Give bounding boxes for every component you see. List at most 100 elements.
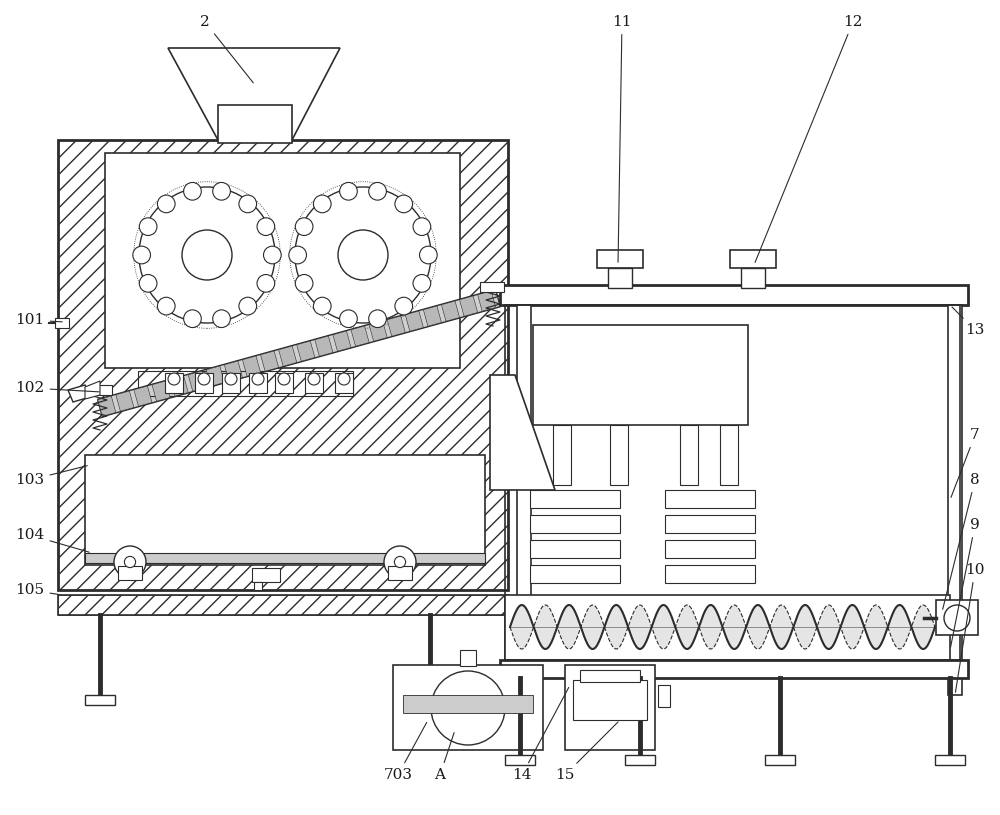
Bar	[936, 600, 978, 635]
Circle shape	[338, 373, 350, 385]
Circle shape	[157, 297, 175, 315]
Bar	[58, 595, 508, 615]
Bar	[393, 665, 543, 750]
Circle shape	[384, 546, 416, 578]
Circle shape	[252, 373, 264, 385]
Bar	[553, 425, 571, 485]
Polygon shape	[85, 381, 100, 399]
Circle shape	[313, 195, 331, 213]
Bar	[680, 425, 698, 485]
Bar	[741, 268, 765, 288]
Bar	[55, 318, 69, 328]
Polygon shape	[699, 605, 746, 649]
Circle shape	[338, 230, 388, 280]
Text: 2: 2	[200, 15, 253, 83]
Text: 7: 7	[951, 428, 980, 497]
Bar	[460, 650, 476, 666]
Bar	[415, 695, 445, 705]
Polygon shape	[279, 346, 297, 366]
Polygon shape	[315, 336, 333, 356]
Bar	[480, 282, 504, 292]
Polygon shape	[888, 605, 935, 649]
Polygon shape	[168, 48, 340, 140]
Circle shape	[278, 373, 290, 385]
Bar	[500, 285, 968, 305]
Polygon shape	[188, 371, 206, 391]
Bar	[165, 373, 183, 393]
Text: 104: 104	[15, 528, 89, 553]
Bar	[249, 373, 267, 393]
Bar	[530, 515, 620, 533]
Polygon shape	[170, 376, 188, 396]
Bar	[658, 685, 670, 707]
Polygon shape	[224, 361, 242, 381]
Bar	[505, 755, 535, 765]
Polygon shape	[405, 311, 423, 331]
Circle shape	[133, 246, 150, 264]
Circle shape	[413, 218, 431, 236]
Bar	[665, 490, 755, 508]
Circle shape	[182, 230, 232, 280]
Bar	[765, 755, 795, 765]
Polygon shape	[68, 385, 90, 402]
Text: A: A	[435, 733, 454, 782]
Bar	[105, 153, 460, 368]
Circle shape	[340, 310, 357, 328]
Circle shape	[313, 297, 331, 315]
Bar	[730, 250, 776, 268]
Polygon shape	[261, 351, 279, 372]
Circle shape	[184, 183, 201, 200]
Circle shape	[413, 275, 431, 293]
Circle shape	[257, 218, 275, 236]
Bar	[275, 373, 293, 393]
Circle shape	[394, 557, 406, 567]
Circle shape	[139, 187, 275, 323]
Circle shape	[198, 373, 210, 385]
Polygon shape	[652, 605, 699, 649]
Bar	[720, 425, 738, 485]
Bar	[252, 568, 280, 582]
Bar	[573, 680, 647, 720]
Text: 15: 15	[555, 722, 618, 782]
Polygon shape	[98, 289, 500, 416]
Bar	[118, 566, 142, 580]
Polygon shape	[793, 605, 841, 649]
Bar	[530, 540, 620, 558]
Bar	[610, 425, 628, 485]
Text: 105: 105	[15, 583, 59, 597]
Circle shape	[295, 275, 313, 293]
Bar	[388, 566, 412, 580]
Bar	[625, 755, 655, 765]
Polygon shape	[387, 316, 405, 337]
Text: 14: 14	[512, 687, 569, 782]
Bar	[565, 665, 655, 750]
Polygon shape	[116, 391, 134, 412]
Circle shape	[420, 246, 437, 264]
Circle shape	[395, 195, 413, 213]
Bar	[138, 371, 353, 396]
Polygon shape	[557, 605, 604, 649]
Circle shape	[257, 275, 275, 293]
Polygon shape	[333, 331, 351, 351]
Bar	[85, 695, 115, 705]
Bar	[608, 268, 632, 288]
Polygon shape	[369, 321, 387, 341]
Text: 8: 8	[943, 473, 980, 610]
Circle shape	[369, 183, 386, 200]
Bar	[305, 373, 323, 393]
Polygon shape	[152, 381, 170, 401]
Polygon shape	[98, 396, 116, 416]
Text: 103: 103	[15, 465, 87, 487]
Polygon shape	[490, 375, 555, 490]
Circle shape	[213, 183, 230, 200]
Circle shape	[295, 187, 431, 323]
Bar	[85, 455, 485, 565]
Bar	[533, 325, 748, 425]
Text: 101: 101	[15, 313, 62, 327]
Text: 13: 13	[952, 307, 985, 337]
Bar	[665, 515, 755, 533]
Circle shape	[139, 275, 157, 293]
Bar	[665, 540, 755, 558]
Polygon shape	[423, 306, 441, 326]
Bar	[222, 373, 240, 393]
